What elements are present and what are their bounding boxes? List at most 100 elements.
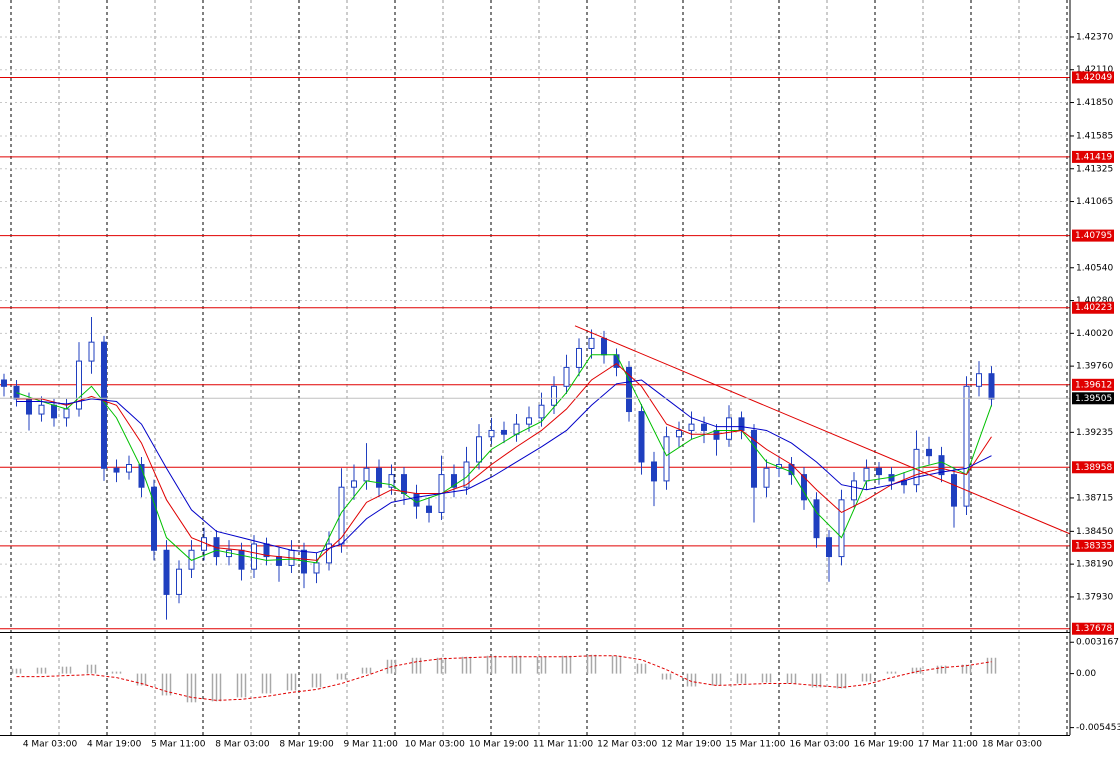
candle-body: [576, 347, 582, 368]
y-tick-label: 1.41850: [1076, 98, 1113, 108]
candle-body: [476, 436, 482, 463]
x-tick-label: 12 Mar 03:00: [597, 740, 657, 750]
candle-body: [276, 556, 282, 566]
candle-body: [551, 385, 557, 406]
candle-body: [701, 423, 707, 431]
moving-average: [16, 379, 992, 554]
level-label-box: [1072, 622, 1114, 635]
level-label: 1.40223: [1075, 303, 1112, 313]
x-tick-label: 10 Mar 03:00: [405, 740, 465, 750]
candle-body: [876, 467, 882, 476]
candle-body: [388, 474, 395, 488]
y-tick-label: 1.41325: [1076, 164, 1113, 174]
current-price-label: 1.39505: [1075, 394, 1112, 404]
current-price-box: [1072, 392, 1114, 405]
candle-body: [563, 366, 570, 387]
y-tick-label: 1.41585: [1076, 131, 1113, 141]
y-tick-label: 1.40280: [1076, 296, 1113, 306]
candle-body: [513, 423, 520, 435]
candle-body: [801, 474, 807, 501]
y-tick-label: 1.41065: [1076, 197, 1113, 207]
candle-body: [976, 373, 982, 387]
candle-body: [113, 467, 120, 473]
x-tick-label: 9 Mar 11:00: [343, 740, 398, 750]
y-tick-label: 1.40540: [1076, 263, 1113, 273]
x-tick-label: 8 Mar 19:00: [279, 740, 334, 750]
level-label-box: [1072, 378, 1114, 391]
x-tick-label: 18 Mar 03:00: [982, 740, 1042, 750]
candle-body: [426, 505, 432, 513]
candle-body: [751, 429, 757, 488]
candle-body: [176, 568, 182, 595]
candle-body: [313, 562, 320, 574]
level-label: 1.42049: [1075, 73, 1112, 83]
candle-body: [713, 429, 720, 440]
candle-body: [638, 411, 645, 463]
candle-body: [151, 486, 157, 551]
y-tick-label: 1.42370: [1076, 32, 1113, 42]
y-tick-label: 1.42110: [1076, 65, 1113, 75]
candle-body: [401, 474, 407, 495]
candle-body: [413, 493, 420, 507]
candle-body: [726, 417, 732, 440]
candle-body: [988, 373, 995, 400]
candle-body: [51, 404, 57, 419]
candle-body: [76, 360, 82, 410]
candle-body: [688, 423, 695, 431]
candle-body: [101, 341, 107, 469]
candle-body: [488, 429, 495, 438]
candle-body: [863, 467, 870, 482]
candle-body: [588, 337, 595, 349]
level-label-box: [1072, 539, 1114, 552]
level-label-box: [1072, 150, 1114, 163]
candle-body: [526, 417, 532, 425]
level-label: 1.38958: [1075, 463, 1112, 473]
x-tick-label: 10 Mar 19:00: [469, 740, 529, 750]
x-tick-label: 16 Mar 03:00: [790, 740, 850, 750]
trendline: [574, 325, 1071, 535]
candle-body: [738, 417, 745, 431]
candle-body: [326, 543, 332, 564]
candle-body: [913, 448, 920, 486]
y-tick-label: 1.38715: [1076, 493, 1113, 503]
candle-body: [363, 467, 370, 482]
osc-tick-label: -0.005453: [1076, 723, 1120, 733]
candle-body: [938, 455, 945, 476]
x-tick-label: 5 Mar 11:00: [151, 740, 206, 750]
candle-body: [38, 404, 45, 415]
candle-body: [813, 499, 820, 539]
x-tick-label: 17 Mar 11:00: [918, 740, 978, 750]
level-label: 1.38335: [1075, 541, 1112, 551]
candle-body: [926, 448, 932, 457]
level-label: 1.40795: [1075, 231, 1112, 241]
candle-body: [838, 499, 845, 558]
candle-body: [351, 480, 357, 488]
x-tick-label: 4 Mar 03:00: [23, 740, 78, 750]
candle-body: [126, 464, 132, 473]
candle-body: [451, 474, 457, 488]
x-tick-label: 8 Mar 03:00: [215, 740, 270, 750]
candle-body: [763, 467, 770, 488]
candle-body: [251, 543, 257, 570]
level-label-box: [1072, 301, 1114, 314]
y-tick-label: 1.38450: [1076, 527, 1113, 537]
level-label-box: [1072, 461, 1114, 474]
level-label: 1.37678: [1075, 624, 1112, 634]
x-tick-label: 16 Mar 19:00: [854, 740, 914, 750]
candle-body: [826, 537, 832, 558]
candle-body: [538, 404, 545, 419]
plot-layer: [0, 0, 1071, 735]
candle-body: [376, 467, 382, 488]
candle-body: [88, 341, 95, 362]
candle-body: [201, 537, 207, 551]
moving-average: [16, 362, 992, 561]
candle-body: [163, 549, 170, 595]
candle-body: [951, 474, 957, 507]
y-tick-label: 1.39760: [1076, 362, 1113, 372]
candle-body: [851, 480, 857, 501]
level-label-box: [1072, 229, 1114, 242]
osc-tick-label: 0.003167: [1076, 638, 1119, 648]
x-tick-label: 12 Mar 19:00: [661, 740, 721, 750]
